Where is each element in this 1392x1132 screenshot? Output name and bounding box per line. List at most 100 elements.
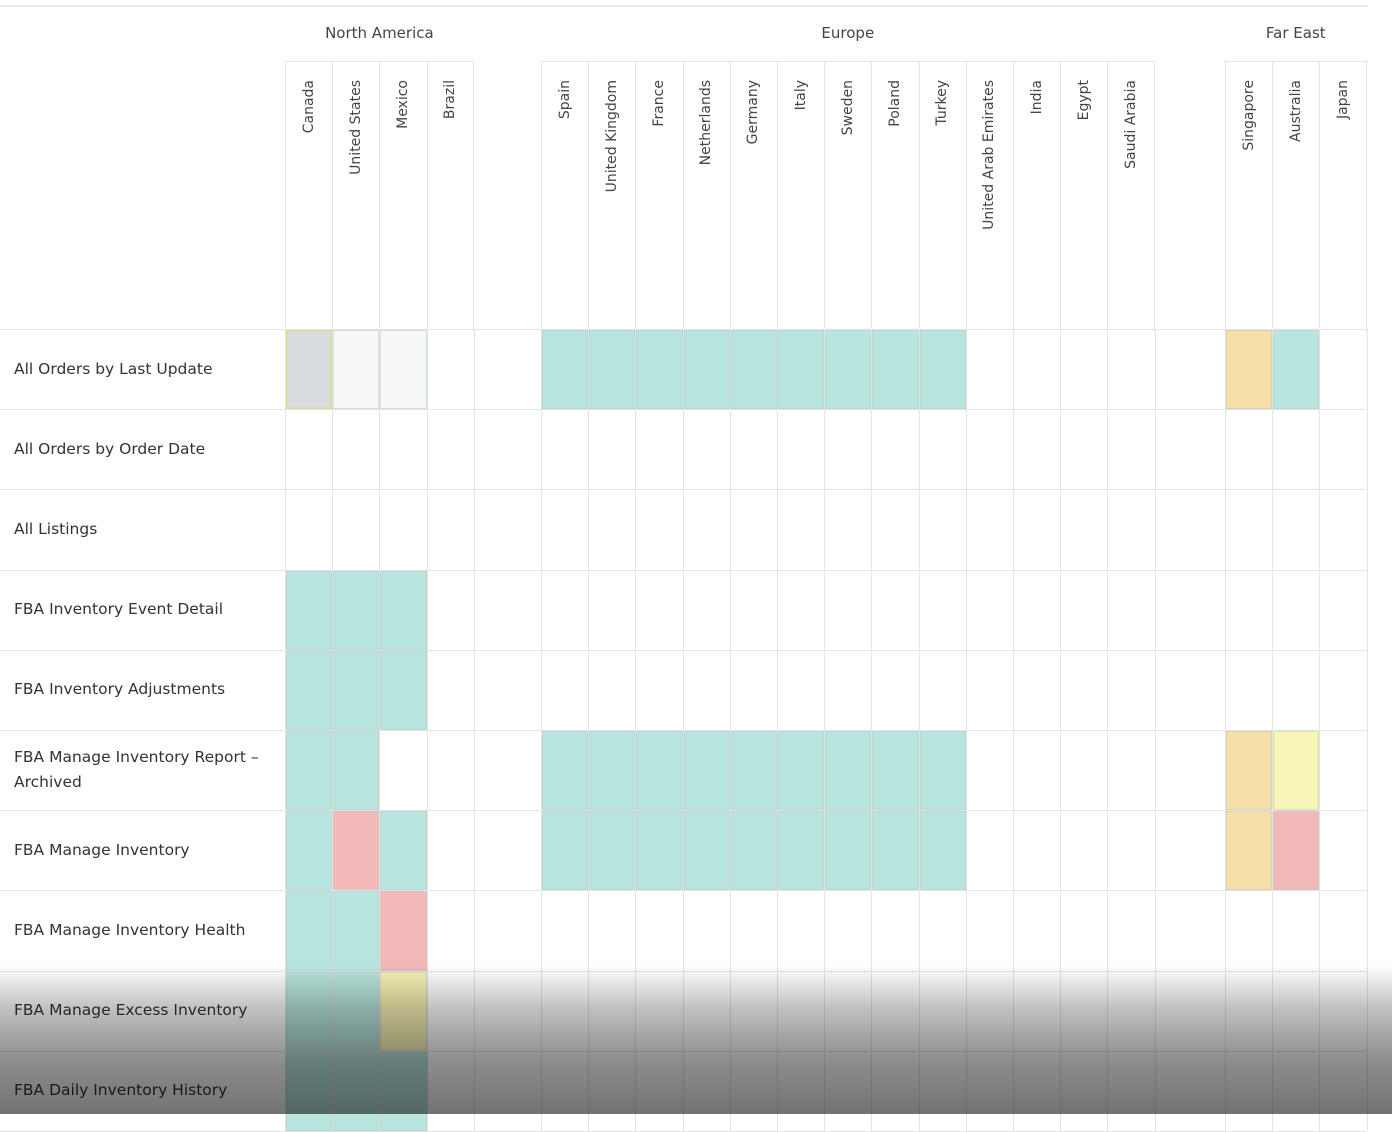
top-divider: [0, 5, 1368, 7]
row-divider: [0, 409, 1366, 411]
matrix-cell[interactable]: [333, 570, 380, 650]
column-header-brazil[interactable]: [426, 61, 474, 331]
matrix-cell[interactable]: [286, 330, 333, 410]
row-label: FBA Manage Excess Inventory: [14, 1001, 248, 1020]
row-divider: [0, 329, 1366, 330]
column-divider: [1366, 329, 1368, 1131]
matrix-cell[interactable]: [872, 330, 919, 410]
matrix-cell[interactable]: [825, 731, 872, 811]
column-header-singapore[interactable]: [1225, 61, 1273, 331]
matrix-cell[interactable]: [730, 330, 777, 410]
matrix-cell[interactable]: [286, 1051, 333, 1131]
matrix-cell[interactable]: [919, 330, 966, 410]
country-label-poland: Poland: [887, 80, 903, 127]
row-label: FBA Inventory Adjustments: [14, 680, 226, 699]
column-header-france[interactable]: [635, 61, 683, 331]
matrix-cell[interactable]: [778, 330, 825, 410]
matrix-cell[interactable]: [333, 330, 380, 410]
matrix-cell[interactable]: [872, 811, 919, 891]
country-label-japan: Japan: [1335, 80, 1351, 120]
region-label-europe: Europe: [821, 24, 875, 42]
column-header-japan[interactable]: [1319, 61, 1367, 331]
matrix-cell[interactable]: [919, 731, 966, 811]
matrix-cell[interactable]: [380, 1051, 427, 1131]
matrix-cell[interactable]: [1226, 731, 1273, 811]
column-header-spain[interactable]: [541, 61, 589, 331]
matrix-cell[interactable]: [778, 811, 825, 891]
matrix-cell[interactable]: [380, 971, 427, 1051]
column-header-india[interactable]: [1013, 61, 1061, 331]
matrix-cell[interactable]: [333, 1051, 380, 1131]
column-header-germany[interactable]: [729, 61, 777, 331]
matrix-cell[interactable]: [1273, 731, 1320, 811]
matrix-cell[interactable]: [1226, 811, 1273, 891]
matrix-cell[interactable]: [380, 570, 427, 650]
matrix-cell[interactable]: [542, 811, 589, 891]
column-header-egypt[interactable]: [1060, 61, 1108, 331]
matrix-cell[interactable]: [683, 330, 730, 410]
matrix-cell[interactable]: [683, 811, 730, 891]
country-label-italy: Italy: [792, 80, 809, 111]
row-divider: [0, 810, 1366, 812]
matrix-cell[interactable]: [683, 731, 730, 811]
row-label: All Orders by Last Update: [14, 359, 213, 378]
row-label: All Listings: [14, 519, 98, 538]
matrix-cell[interactable]: [286, 731, 333, 811]
column-header-netherlands[interactable]: [682, 61, 730, 331]
column-header-united-kingdom[interactable]: [588, 61, 636, 331]
matrix-cell[interactable]: [380, 891, 427, 971]
row-label: FBA Daily Inventory History: [14, 1081, 228, 1100]
country-label-france: France: [651, 80, 667, 127]
matrix-cell[interactable]: [636, 731, 683, 811]
matrix-cell[interactable]: [286, 891, 333, 971]
matrix-cell[interactable]: [333, 971, 380, 1051]
country-label-australia: Australia: [1287, 80, 1304, 142]
matrix-cell[interactable]: [380, 650, 427, 730]
matrix-cell[interactable]: [825, 330, 872, 410]
column-header-canada[interactable]: [285, 61, 333, 331]
matrix-cell[interactable]: [1273, 811, 1320, 891]
matrix-cell[interactable]: [380, 811, 427, 891]
matrix-cell[interactable]: [333, 811, 380, 891]
matrix-cell[interactable]: [589, 330, 636, 410]
matrix-cell[interactable]: [589, 811, 636, 891]
country-label-singapore: Singapore: [1240, 80, 1257, 151]
column-header-united-states[interactable]: [332, 61, 380, 331]
matrix-cell[interactable]: [333, 891, 380, 971]
country-label-mexico: Mexico: [395, 80, 411, 129]
matrix-cell[interactable]: [636, 811, 683, 891]
matrix-cell[interactable]: [1226, 330, 1273, 410]
matrix-cell[interactable]: [1273, 330, 1320, 410]
matrix-cell[interactable]: [825, 811, 872, 891]
matrix-cell[interactable]: [542, 731, 589, 811]
matrix-cell[interactable]: [730, 811, 777, 891]
column-header-italy[interactable]: [777, 61, 825, 331]
country-label-germany: Germany: [745, 80, 762, 145]
matrix-cell[interactable]: [286, 811, 333, 891]
column-header-mexico[interactable]: [379, 61, 427, 331]
matrix-cell[interactable]: [872, 731, 919, 811]
country-label-united-kingdom: United Kingdom: [603, 80, 620, 193]
row-label: FBA Manage Inventory: [14, 840, 190, 859]
matrix-cell[interactable]: [286, 650, 333, 730]
country-label-brazil: Brazil: [442, 80, 459, 120]
matrix-cell[interactable]: [778, 731, 825, 811]
matrix-cell[interactable]: [542, 330, 589, 410]
matrix-cell[interactable]: [636, 330, 683, 410]
country-label-united-arab-emirates: United Arab Emirates: [981, 80, 998, 230]
column-header-united-arab-emirates[interactable]: [965, 61, 1013, 331]
matrix-cell[interactable]: [380, 330, 427, 410]
matrix-cell[interactable]: [919, 811, 966, 891]
matrix-cell[interactable]: [730, 731, 777, 811]
column-header-australia[interactable]: [1272, 61, 1320, 331]
column-header-poland[interactable]: [871, 61, 919, 331]
column-header-turkey[interactable]: [918, 61, 966, 331]
region-label-north-america: North America: [325, 24, 434, 42]
matrix-cell[interactable]: [333, 650, 380, 730]
matrix-cell[interactable]: [286, 570, 333, 650]
column-header-saudi-arabia[interactable]: [1107, 61, 1155, 331]
matrix-cell[interactable]: [333, 731, 380, 811]
column-header-sweden[interactable]: [824, 61, 872, 331]
matrix-cell[interactable]: [286, 971, 333, 1051]
matrix-cell[interactable]: [589, 731, 636, 811]
